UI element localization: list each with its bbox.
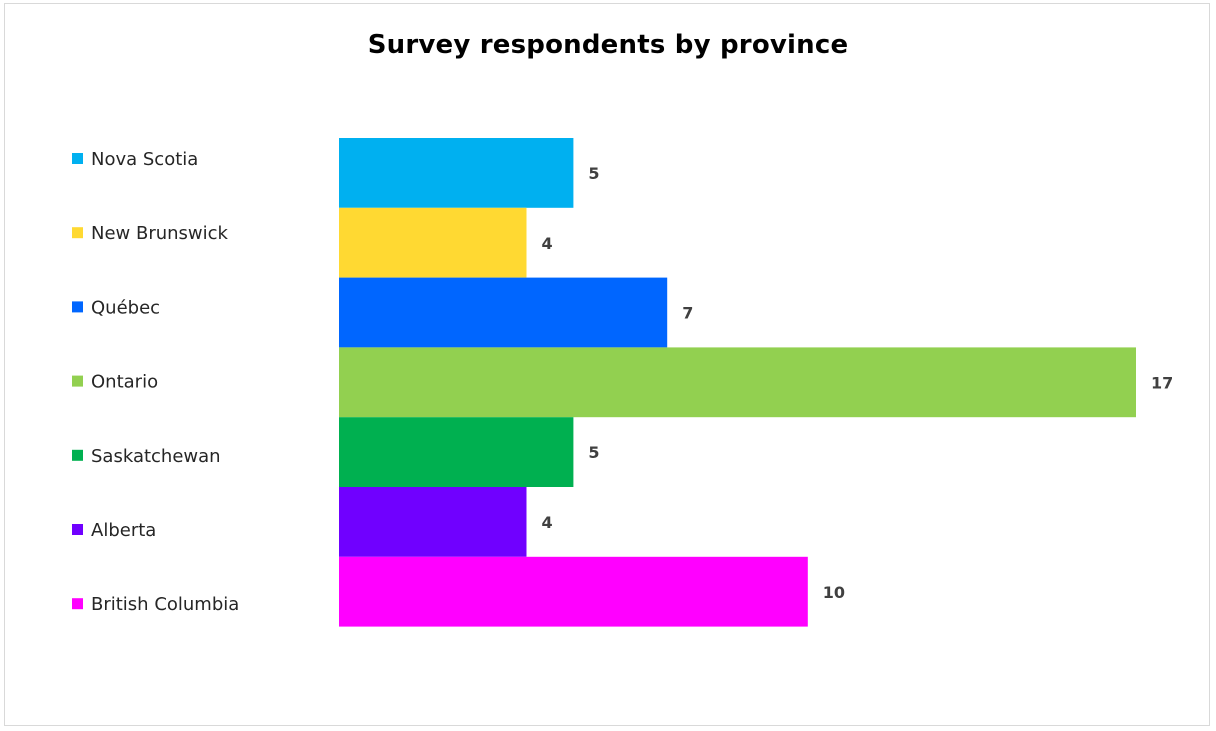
legend: Nova Scotia New Brunswick Québec Ontario Sas… (72, 149, 239, 615)
bars (339, 138, 1136, 627)
bar-quebec (339, 277, 668, 348)
chart-title: Survey respondents by province (367, 30, 849, 60)
legend-label-saskatchewan: Saskatchewan (91, 446, 221, 467)
bar-british-columbia (339, 556, 808, 627)
legend-label-new-brunswick: New Brunswick (91, 223, 229, 244)
bar-new-brunswick (339, 207, 527, 278)
data-label-ontario: 17 (1151, 373, 1173, 392)
bar-ontario (339, 347, 1136, 418)
data-labels: 5 4 7 17 5 4 10 (542, 164, 1174, 602)
legend-label-ontario: Ontario (91, 372, 158, 393)
legend-label-british-columbia: British Columbia (91, 594, 239, 615)
legend-label-alberta: Alberta (91, 520, 156, 541)
legend-label-nova-scotia: Nova Scotia (91, 149, 198, 170)
data-label-quebec: 7 (682, 304, 693, 323)
bar-nova-scotia (339, 138, 574, 208)
legend-swatch-british-columbia (72, 598, 83, 610)
legend-swatch-ontario (72, 375, 83, 387)
data-label-saskatchewan: 5 (588, 443, 599, 462)
data-label-british-columbia: 10 (823, 583, 845, 602)
data-label-new-brunswick: 4 (542, 234, 553, 253)
data-label-nova-scotia: 5 (588, 164, 599, 183)
legend-swatch-quebec (72, 301, 83, 313)
legend-swatch-new-brunswick (72, 227, 83, 239)
legend-swatch-nova-scotia (72, 153, 83, 164)
legend-swatch-saskatchewan (72, 449, 83, 461)
bar-alberta (339, 487, 527, 557)
data-label-alberta: 4 (542, 513, 553, 532)
bar-saskatchewan (339, 417, 574, 487)
legend-swatch-alberta (72, 524, 83, 535)
legend-label-quebec: Québec (91, 297, 160, 318)
